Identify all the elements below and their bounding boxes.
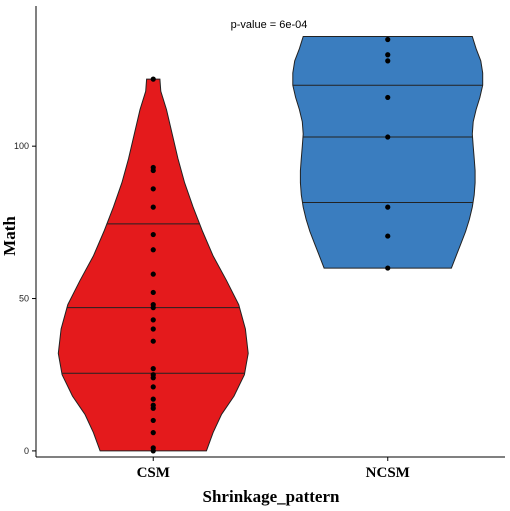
p-value-annotation: p-value = 6e-04 bbox=[231, 19, 308, 31]
data-point-csm bbox=[150, 338, 156, 344]
data-point-csm bbox=[150, 372, 156, 378]
violin-csm bbox=[57, 78, 249, 452]
axes-layer bbox=[35, 6, 505, 458]
data-point-ncsm bbox=[385, 204, 391, 210]
data-point-csm bbox=[150, 445, 156, 451]
data-point-ncsm bbox=[385, 134, 391, 140]
y-ticks-layer: 0 50 100 bbox=[14, 141, 36, 456]
data-point-csm bbox=[150, 396, 156, 402]
data-point-csm bbox=[150, 164, 156, 171]
y-tick-label: 0 bbox=[24, 446, 29, 456]
data-point-ncsm bbox=[385, 36, 391, 43]
data-point-csm bbox=[150, 417, 156, 424]
x-ticks-layer: CSM NCSM bbox=[137, 457, 410, 481]
data-point-csm bbox=[150, 430, 156, 436]
x-tick-label-csm: CSM bbox=[137, 465, 170, 481]
data-point-csm bbox=[150, 271, 156, 277]
data-point-csm bbox=[150, 384, 156, 390]
data-point-csm bbox=[150, 76, 156, 82]
data-point-csm bbox=[150, 204, 156, 210]
y-tick-label: 100 bbox=[14, 141, 29, 151]
y-tick-label: 50 bbox=[19, 294, 29, 304]
data-point-ncsm bbox=[385, 52, 391, 58]
data-point-csm bbox=[150, 231, 156, 238]
data-point-ncsm bbox=[385, 94, 391, 101]
data-point-csm bbox=[150, 366, 156, 372]
data-point-csm bbox=[150, 247, 156, 253]
data-point-csm bbox=[150, 326, 156, 332]
data-point-ncsm bbox=[385, 233, 391, 239]
data-point-csm bbox=[150, 186, 156, 192]
data-point-csm bbox=[150, 317, 156, 323]
data-point-ncsm bbox=[385, 58, 391, 64]
violins-layer bbox=[57, 36, 484, 452]
points-layer bbox=[150, 36, 391, 454]
x-tick-label-ncsm: NCSM bbox=[366, 465, 410, 481]
data-point-csm bbox=[150, 302, 156, 308]
data-point-csm bbox=[150, 402, 156, 408]
violin-ncsm bbox=[292, 36, 484, 269]
y-axis-title: Math bbox=[0, 216, 19, 256]
data-point-csm bbox=[150, 289, 156, 296]
data-point-ncsm bbox=[385, 265, 391, 271]
x-axis-title: Shrinkage_pattern bbox=[203, 487, 341, 506]
